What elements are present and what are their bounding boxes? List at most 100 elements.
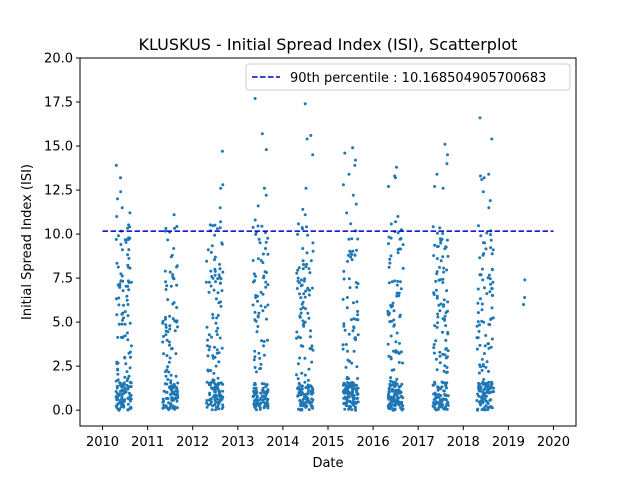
data-point [213,345,216,349]
data-point [122,383,126,387]
data-point [490,337,494,341]
data-point [475,336,479,340]
data-point [475,324,479,328]
data-point [436,315,440,319]
data-point [390,389,394,393]
data-point [171,386,175,390]
data-point [206,338,210,342]
data-point [355,285,359,289]
data-point [309,404,313,408]
data-point [344,365,348,369]
data-point [218,267,222,271]
data-point [490,252,494,256]
data-point [296,276,300,280]
data-point [483,241,487,245]
data-point [216,400,220,404]
data-point [396,279,400,283]
data-point [127,265,130,269]
data-point [251,303,255,307]
data-point [123,310,127,314]
data-point [441,232,445,235]
data-point [441,281,445,284]
data-point [437,303,441,307]
data-point [299,296,303,300]
data-point [355,383,358,387]
data-point [446,331,450,334]
data-point [435,296,439,300]
data-point [392,324,396,328]
x-axis: 2010 2011 2012 2013 2014 2015 2016 2017 2018 2019… [86,426,570,450]
data-point [522,303,525,306]
data-point [208,391,212,395]
data-point [523,278,527,282]
data-point [116,361,120,365]
data-point [209,402,212,406]
data-point [168,314,172,318]
data-point [162,399,166,403]
data-point [168,386,172,390]
data-point [352,349,356,353]
data-point [300,387,304,391]
data-point [445,407,449,411]
data-point [119,190,123,194]
data-point [304,186,308,190]
data-point [310,400,314,404]
data-point [176,390,180,394]
data-point [253,318,257,322]
data-point [341,183,345,187]
data-point [256,315,260,319]
data-point [394,399,398,403]
data-point [347,277,351,281]
data-point [168,343,171,347]
data-point [261,309,265,313]
data-point [161,406,165,410]
data-point [443,393,447,397]
data-point [351,329,355,333]
data-point [435,294,439,298]
data-point [350,258,354,262]
data-point [168,327,172,331]
data-point [481,278,485,282]
data-point [264,247,267,250]
data-point [311,153,315,157]
y-axis-label: Initial Spread Index (ISI) [20,164,35,320]
data-point [302,292,306,296]
season-2019 [522,278,527,306]
data-point [302,324,306,328]
data-point [485,231,489,235]
data-point [395,377,399,381]
data-point [175,283,179,287]
data-point [205,401,209,405]
data-point [125,331,129,335]
data-point [344,404,348,408]
data-point [487,380,491,384]
data-point [252,386,256,390]
data-point [166,378,170,381]
data-point [347,377,351,381]
data-point [299,311,303,315]
data-point [446,254,450,258]
data-point [346,259,349,263]
data-point [489,238,493,242]
data-point [489,317,493,321]
data-point [260,132,264,136]
data-point [298,292,301,296]
data-point [128,366,132,370]
data-point [211,316,215,320]
data-point [254,408,258,412]
data-point [214,321,218,325]
data-point [486,408,490,412]
data-point [298,393,302,397]
data-point [205,405,209,409]
data-point [161,321,165,325]
data-point [259,362,263,366]
data-point [301,319,305,323]
data-point [443,247,447,251]
data-point [481,401,485,405]
data-point [170,347,173,351]
data-point [125,384,129,387]
data-point [304,289,308,293]
data-point [251,394,255,398]
data-point [310,360,314,364]
data-point [440,403,444,407]
